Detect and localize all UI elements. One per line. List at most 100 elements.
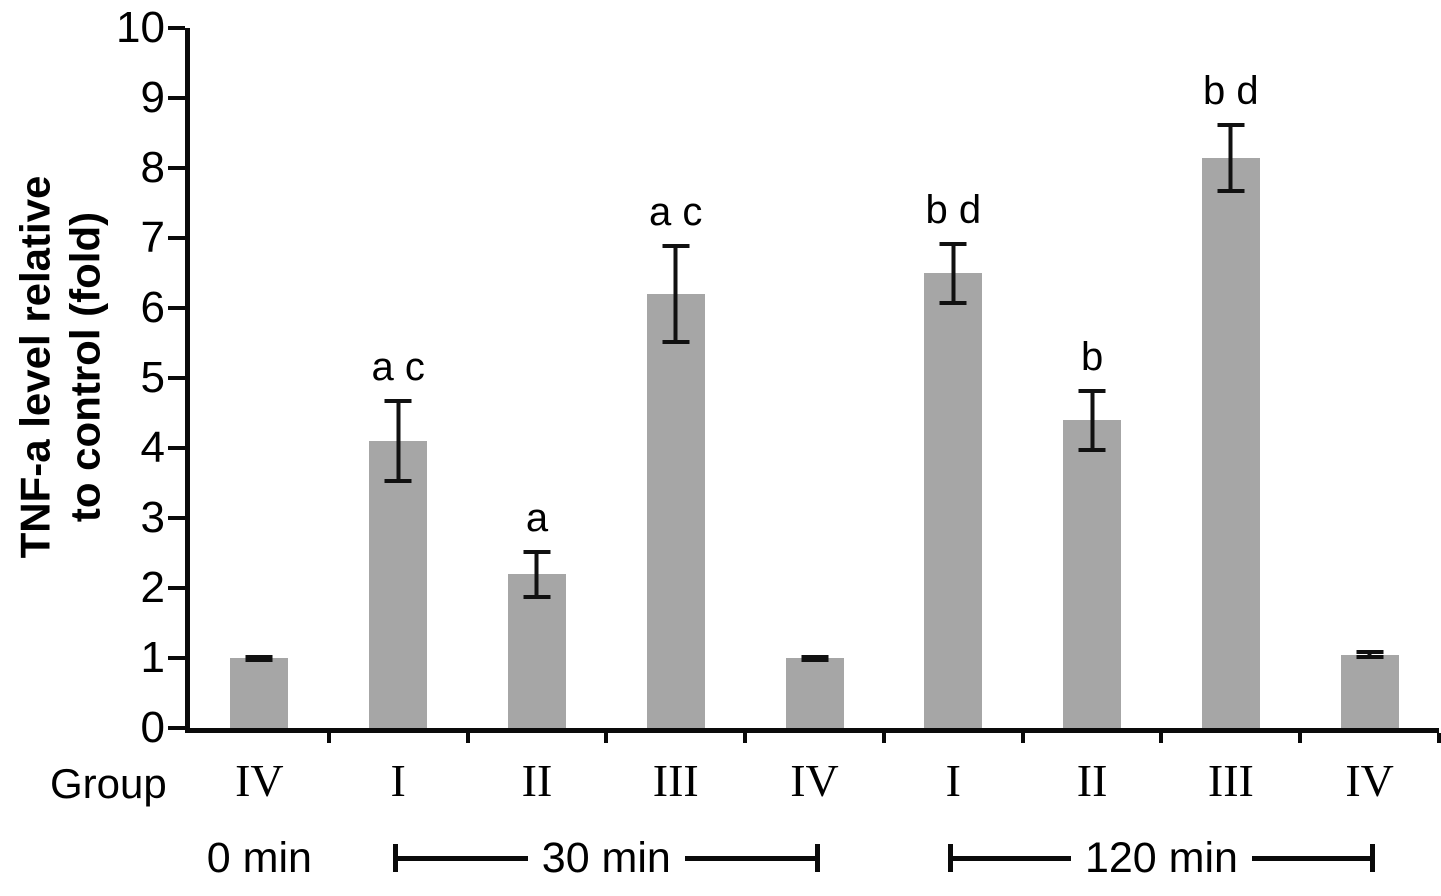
group-label: IV: [235, 755, 284, 806]
x-tick-mark: [326, 733, 331, 743]
x-tick-mark: [1437, 733, 1441, 743]
error-bar-line: [673, 243, 678, 345]
error-bar-cap: [801, 657, 829, 662]
time-group: 120 min: [947, 826, 1375, 890]
significance-annotation: b d: [925, 187, 982, 232]
y-tick-label: 5: [140, 353, 165, 402]
significance-annotation: a: [525, 495, 549, 540]
error-bar-line: [951, 241, 956, 305]
y-tick-mark: [168, 26, 185, 30]
significance-annotation: b d: [1203, 68, 1259, 113]
significance-annotation: a c: [371, 345, 425, 389]
x-tick-mark: [1298, 733, 1303, 743]
group-label: I: [945, 755, 961, 806]
y-tick-mark: [168, 96, 185, 100]
error-bar: [801, 654, 829, 662]
time-label: 0 min: [206, 833, 312, 882]
time-group: 30 min: [392, 826, 820, 890]
time-axis-row: 0 min 30 min 120 min: [190, 826, 1439, 890]
y-tick-mark: [168, 306, 185, 310]
x-tick-mark: [743, 733, 748, 743]
error-bar-cap: [245, 654, 273, 659]
group-label: I: [390, 755, 406, 806]
bracket-line: [397, 855, 528, 861]
error-bar-line: [534, 549, 539, 599]
bracket-end-cap: [1369, 844, 1375, 872]
bar: [646, 294, 705, 728]
y-tick-label: 8: [140, 143, 165, 192]
y-tick-label: 1: [140, 633, 165, 682]
error-bar-cap: [801, 654, 829, 659]
y-tick-mark: [168, 516, 185, 520]
bar: [230, 658, 289, 728]
time-label: 120 min: [1084, 833, 1238, 882]
bar-slot: a c: [606, 28, 745, 728]
y-tick-label: 0: [140, 703, 165, 752]
bar: [1063, 420, 1122, 728]
error-bar: [1217, 122, 1245, 193]
y-tick-mark: [168, 236, 185, 240]
x-tick-mark: [1020, 733, 1025, 743]
error-bar-cap: [245, 657, 273, 662]
y-tick-label: 7: [140, 213, 165, 262]
bracket-line: [952, 855, 1071, 861]
error-bar-line: [1367, 649, 1372, 660]
y-tick-mark: [168, 586, 185, 590]
error-bar: [245, 654, 273, 662]
y-axis-tick-labels: 0 1 2 3 4 5 6 7 8 9 10: [90, 6, 165, 750]
error-bar-cap: [1217, 122, 1245, 127]
y-tick-label: 4: [140, 423, 165, 472]
error-bar-cap: [662, 340, 690, 345]
significance-annotation: a c: [649, 189, 703, 234]
y-tick-label: 10: [116, 3, 165, 52]
error-bar-cap: [1078, 447, 1106, 452]
y-tick-mark: [168, 656, 185, 660]
error-bar-line: [1228, 122, 1233, 193]
error-bar-cap: [384, 399, 412, 403]
time-label: 30 min: [541, 833, 671, 882]
bar: [507, 574, 566, 728]
bar-slot: b d: [1161, 28, 1300, 728]
bracket-line: [684, 855, 815, 861]
bar-slot: [190, 28, 329, 728]
group-label: II: [1076, 755, 1108, 806]
bar: [924, 273, 983, 728]
bracket-end-cap: [392, 844, 398, 872]
time-group: 0 min: [190, 826, 329, 890]
error-bar-cap: [939, 241, 967, 246]
error-bar-cap: [662, 243, 690, 248]
x-tick-mark: [1159, 733, 1164, 743]
bar-slot: b: [1023, 28, 1162, 728]
bar-slot: a: [468, 28, 607, 728]
group-label: III: [1207, 755, 1254, 806]
bar-slot: [745, 28, 884, 728]
error-bar: [662, 243, 690, 345]
error-bar: [523, 549, 551, 599]
group-labels: IV I II III IV I II III IV: [190, 752, 1439, 810]
y-tick-label: 2: [140, 563, 165, 612]
y-tick-mark: [168, 726, 185, 730]
error-bar: [1078, 388, 1106, 452]
bar-slot: [1300, 28, 1439, 728]
y-axis-tick-marks: [168, 26, 185, 730]
error-bar-cap: [1356, 655, 1384, 660]
y-tick-label: 6: [140, 283, 165, 332]
group-label: IV: [790, 755, 839, 806]
x-axis-tick-marks: [185, 733, 1441, 745]
y-tick-label: 9: [140, 73, 165, 122]
bracket-end-cap: [947, 844, 953, 872]
error-bar-cap: [523, 549, 551, 554]
y-tick-label: 3: [140, 493, 165, 542]
x-tick-mark: [465, 733, 470, 743]
plot-area: a c a a c b d b b d: [185, 28, 1439, 733]
error-bar-line: [396, 399, 401, 483]
y-tick-mark: [168, 166, 185, 170]
group-label: IV: [1345, 755, 1394, 806]
bar: [1340, 654, 1399, 728]
error-bar: [1356, 649, 1384, 660]
bar-slot: b d: [884, 28, 1023, 728]
error-bar: [939, 241, 967, 305]
bar: [1201, 157, 1260, 728]
error-bar-cap: [1356, 649, 1384, 654]
